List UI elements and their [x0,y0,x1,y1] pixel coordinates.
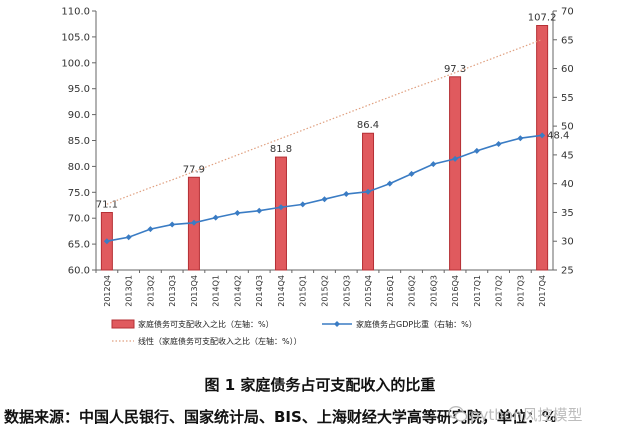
x-tick-label: 2013Q4 [190,275,199,307]
x-tick-label: 2016Q1 [386,275,395,307]
x-tick-label: 2017Q4 [538,275,547,307]
bar [274,156,287,271]
gdp-line-point [343,191,350,198]
x-tick-label: 2013Q2 [146,275,155,307]
bar-data-label: 97.3 [444,64,466,75]
bar-data-label: 77.9 [183,164,205,175]
gdp-line-point [234,210,241,217]
x-tick-label: 2015Q2 [321,275,330,307]
x-tick-label: 2014Q2 [233,275,242,307]
right-tick-label: 35 [561,208,574,219]
right-tick-label: 55 [561,93,574,104]
gdp-line-end-label: 48.4 [547,130,569,141]
gdp-line-point [125,234,132,241]
right-tick-label: 60 [561,64,574,75]
right-tick-label: 50 [561,122,574,133]
right-tick-label: 40 [561,179,574,190]
left-tick-label: 110.0 [61,7,90,18]
right-tick-label: 45 [561,150,574,161]
gdp-line-point [495,140,502,147]
left-tick-label: 95.0 [68,84,90,95]
gdp-line-point [517,135,524,142]
gdp-line-point [430,161,437,168]
x-tick-label: 2015Q4 [364,275,373,307]
left-tick-label: 105.0 [61,32,90,43]
x-tick-label: 2016Q3 [429,275,438,307]
gdp-line-point [365,188,372,195]
bar [449,76,462,271]
gdp-line-point [386,180,393,187]
gdp-line-point [321,196,328,203]
x-tick-label: 2012Q4 [103,275,112,307]
x-tick-label: 2016Q4 [451,275,460,307]
gdp-line-point [277,204,284,211]
x-tick-label: 2017Q1 [473,275,482,307]
right-tick-label: 30 [561,237,574,248]
left-tick-label: 90.0 [68,110,90,121]
legend-line-marker [334,321,340,327]
left-tick-label: 60.0 [68,266,90,277]
x-tick-label: 2017Q2 [495,275,504,307]
x-tick-label: 2015Q3 [342,275,351,307]
left-tick-label: 65.0 [68,240,90,251]
gdp-line-point [473,147,480,154]
left-tick-label: 100.0 [61,58,90,69]
gdp-line-point [169,221,176,228]
gdp-line-point [299,201,306,208]
chart: 60.0 65.0 70.0 75.0 80.0 85.0 90.0 95.0 100.0 105… [61,7,574,347]
x-tick-label: 2017Q3 [516,275,525,307]
x-tick-label: 2014Q1 [212,275,221,307]
gdp-line-point [190,219,197,226]
gdp-line-point [452,155,459,162]
bar [536,25,549,271]
x-tick-label: 2015Q1 [299,275,308,307]
wechat-icon [448,406,468,422]
gdp-line-point [539,132,546,139]
figure-title: 图 1 家庭债务占可支配收入的比重 [204,376,436,394]
x-tick-label: 2013Q1 [125,275,134,307]
gdp-line-point [212,214,219,221]
gdp-line-point [103,238,110,245]
bar-data-label: 81.8 [270,144,292,155]
gdp-line-point [147,226,154,233]
x-tick-label: 2014Q3 [255,275,264,307]
trendline [106,38,543,205]
bar-data-label: 71.1 [96,200,118,211]
gdp-line-point [408,170,415,177]
x-tick-label: 2014Q4 [277,275,286,307]
x-tick-label: 2013Q3 [168,275,177,307]
left-tick-label: 80.0 [68,162,90,173]
left-tick-label: 85.0 [68,136,90,147]
watermark: python风控模型 [470,406,583,424]
legend-bar-swatch [111,319,135,329]
right-tick-label: 25 [561,266,574,277]
bar-data-label: 86.4 [357,120,379,131]
figure-source: 数据来源：中国人民银行、国家统计局、BIS、上海财经大学高等研究院，单位：% [4,408,557,426]
gdp-line-point [256,207,263,214]
legend-trend-label: 线性（家庭债务可支配收入之比（左轴：%）） [138,336,302,346]
legend-bar-label: 家庭债务可支配收入之比（左轴：%） [138,319,274,329]
left-tick-label: 75.0 [68,188,90,199]
x-tick-label: 2016Q2 [408,275,417,307]
right-tick-label: 65 [561,35,574,46]
bar-data-label: 107.2 [528,13,557,24]
left-tick-label: 70.0 [68,214,90,225]
bar [362,132,375,271]
right-tick-label: 70 [561,7,574,18]
legend-line-label: 家庭债务占GDP比重（右轴：%） [356,319,477,329]
